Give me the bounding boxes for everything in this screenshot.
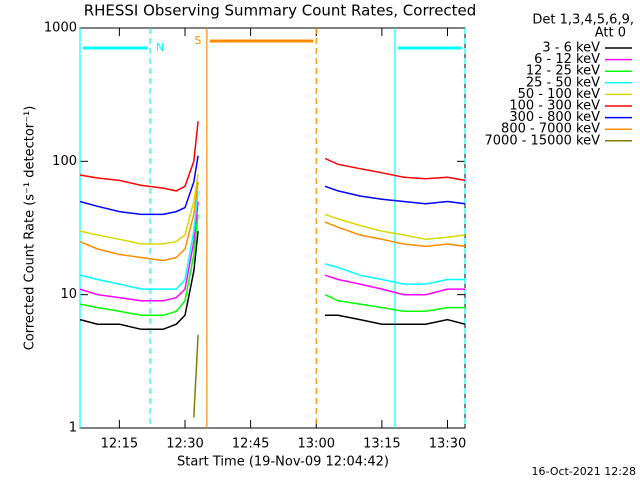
series-line [79, 190, 465, 290]
legend-label: 6 - 12 keV [534, 52, 600, 67]
interval-label: N [156, 41, 164, 54]
series-line [79, 231, 466, 331]
x-axis-label: Start Time (19-Nov-09 12:04:42) [177, 455, 389, 470]
series-line [79, 174, 466, 245]
x-tick-label: 13:15 [363, 437, 400, 452]
legend-label: 100 - 300 keV [509, 99, 600, 114]
legend-label: 300 - 800 keV [509, 110, 600, 125]
x-tick-label: 13:30 [429, 437, 466, 452]
y-tick-label: 100 [52, 154, 77, 169]
legend-header: Att 0 [595, 26, 626, 41]
legend-label: 50 - 100 keV [518, 87, 601, 102]
y-tick-label: 1000 [44, 21, 77, 36]
y-tick-label: 1 [69, 421, 77, 436]
legend-header: Det 1,3,4,5,6,9, [532, 13, 634, 28]
series-line [79, 214, 465, 317]
x-tick-label: 12:45 [232, 437, 269, 452]
series-line [193, 334, 199, 418]
legend-label: 25 - 50 keV [526, 75, 600, 90]
plot-frame [79, 27, 466, 429]
legend-label: 12 - 25 keV [526, 64, 600, 79]
series-line [79, 181, 466, 262]
series-line [79, 155, 466, 216]
legend-label: 3 - 6 keV [542, 41, 600, 56]
x-tick-label: 13:00 [298, 437, 335, 452]
interval-label: S [194, 34, 201, 47]
y-tick-label: 10 [60, 287, 77, 302]
x-tick-label: 12:15 [101, 437, 138, 452]
footer-date: 16-Oct-2021 12:28 [532, 465, 636, 478]
chart-title: RHESSI Observing Summary Count Rates, Co… [84, 2, 477, 20]
legend-label: 7000 - 15000 keV [485, 133, 601, 148]
series-line [79, 201, 465, 302]
legend-label: 800 - 7000 keV [501, 122, 600, 137]
y-axis-label: Corrected Count Rate (s⁻¹ detector⁻¹) [23, 106, 38, 351]
x-tick-label: 12:30 [166, 437, 203, 452]
series-line [79, 121, 466, 192]
